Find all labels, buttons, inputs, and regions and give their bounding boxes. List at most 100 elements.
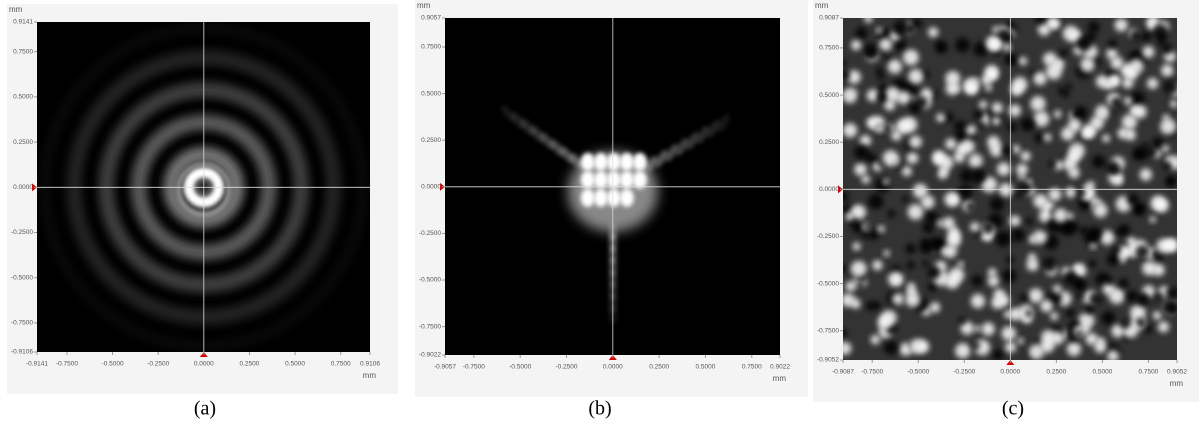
caption: (b) xyxy=(588,398,611,420)
speckle xyxy=(998,183,1013,197)
x-tick-label: -0.9141 xyxy=(26,361,48,368)
blob-spot xyxy=(580,188,595,207)
speckle xyxy=(934,238,947,251)
speckle xyxy=(1133,105,1147,119)
speckle xyxy=(1108,39,1117,49)
speckle xyxy=(856,282,864,290)
speckle xyxy=(868,193,884,210)
speckle xyxy=(1039,208,1053,223)
speckle xyxy=(913,183,928,199)
speckle xyxy=(1110,96,1123,109)
speckle xyxy=(1053,208,1068,223)
intensity-image xyxy=(843,18,1177,360)
speckle xyxy=(1167,302,1177,315)
speckle xyxy=(1152,137,1164,149)
speckle xyxy=(908,68,924,84)
speckle xyxy=(981,322,995,336)
speckle xyxy=(941,248,949,255)
speckle xyxy=(959,169,974,183)
speckle xyxy=(1114,18,1128,32)
speckle xyxy=(985,84,992,92)
y-tick-label: 0.5000 xyxy=(421,90,441,97)
blob-spot xyxy=(619,152,634,171)
speckle xyxy=(974,325,981,332)
streak xyxy=(501,104,515,122)
speckle xyxy=(905,243,916,255)
speckle xyxy=(1059,48,1068,57)
speckle xyxy=(866,117,877,128)
speckle xyxy=(973,109,984,121)
speckle xyxy=(1062,157,1077,172)
speckle xyxy=(1127,193,1140,206)
speckle xyxy=(979,100,988,109)
speckle xyxy=(877,73,885,80)
speckle xyxy=(992,26,1000,34)
speckle xyxy=(879,38,893,52)
x-tick-label: -0.7500 xyxy=(463,364,485,371)
x-tick-label: 0.0000 xyxy=(603,364,623,371)
speckle xyxy=(1160,118,1177,135)
speckle xyxy=(1153,23,1169,39)
x-unit: mm xyxy=(363,371,377,380)
speckle xyxy=(876,92,886,102)
speckle xyxy=(1009,215,1021,227)
speckle xyxy=(861,175,870,184)
speckle xyxy=(1089,292,1103,306)
speckle xyxy=(1062,25,1079,42)
speckle xyxy=(943,244,957,258)
speckle xyxy=(1161,145,1169,153)
speckle xyxy=(971,275,983,287)
x-tick-label: 0.0000 xyxy=(1000,369,1020,376)
speckle xyxy=(906,152,919,164)
speckle xyxy=(1014,191,1022,198)
y-tick-label: -0.7500 xyxy=(419,323,441,330)
blob-spot xyxy=(580,152,595,171)
speckle xyxy=(996,162,1011,176)
speckle xyxy=(1165,238,1177,252)
speckle xyxy=(1106,48,1118,60)
speckle xyxy=(1003,43,1011,51)
y-tick-label: -0.2500 xyxy=(11,229,33,236)
y-tick-label: -0.5000 xyxy=(817,280,839,287)
blob-spot xyxy=(619,188,634,207)
speckle xyxy=(891,158,900,166)
y-tick-label: 0.2500 xyxy=(819,139,839,146)
speckle xyxy=(987,135,1000,149)
speckle xyxy=(995,230,1011,247)
speckle xyxy=(957,261,964,268)
speckle xyxy=(969,133,977,141)
x-tick-label: 0.5000 xyxy=(1092,369,1112,376)
speckle xyxy=(1115,176,1123,185)
speckle xyxy=(968,153,983,168)
speckle xyxy=(1002,268,1017,284)
speckle xyxy=(966,125,976,135)
streak xyxy=(717,113,730,132)
speckle xyxy=(1034,132,1044,143)
speckle xyxy=(928,27,939,38)
speckle xyxy=(992,349,1004,360)
speckle xyxy=(893,38,907,51)
streak xyxy=(550,139,564,157)
streak xyxy=(665,143,678,162)
speckle xyxy=(1133,204,1144,215)
speckle xyxy=(1155,292,1164,301)
speckle xyxy=(868,229,879,241)
speckle xyxy=(942,217,955,230)
speckle xyxy=(1077,292,1084,299)
speckle xyxy=(908,135,922,149)
speckle xyxy=(1008,307,1022,321)
speckle xyxy=(1030,96,1046,112)
speckle xyxy=(960,139,975,154)
speckle xyxy=(1027,253,1037,262)
speckle xyxy=(989,38,1002,51)
speckle xyxy=(997,28,1011,42)
speckle xyxy=(1106,350,1119,360)
speckle xyxy=(1085,332,1098,346)
speckle xyxy=(843,264,848,273)
speckle xyxy=(991,116,1001,126)
speckle xyxy=(970,222,980,232)
speckle xyxy=(1094,104,1110,121)
speckle xyxy=(945,138,957,150)
speckle xyxy=(1033,71,1047,86)
speckle xyxy=(935,41,948,55)
